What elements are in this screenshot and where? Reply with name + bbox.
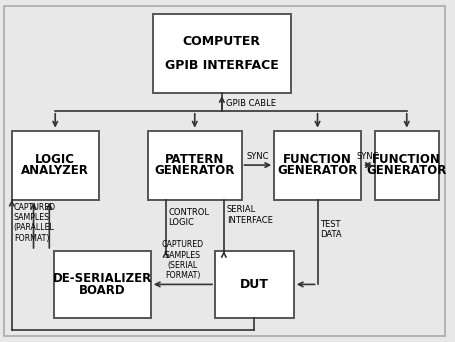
Text: SYNC: SYNC bbox=[357, 152, 379, 161]
Text: CAPTURED
SAMPLES
(SERIAL
FORMAT): CAPTURED SAMPLES (SERIAL FORMAT) bbox=[162, 240, 204, 280]
Text: GPIB INTERFACE: GPIB INTERFACE bbox=[165, 59, 279, 72]
Text: SYNC: SYNC bbox=[247, 152, 269, 161]
Text: BOARD: BOARD bbox=[79, 284, 126, 297]
Text: TEST
DATA: TEST DATA bbox=[320, 220, 342, 239]
Bar bbox=[215, 251, 294, 318]
Text: GENERATOR: GENERATOR bbox=[367, 164, 447, 177]
Text: DE-SERIALIZER: DE-SERIALIZER bbox=[53, 272, 152, 285]
Text: FUNCTION: FUNCTION bbox=[283, 153, 352, 166]
Bar bbox=[148, 131, 242, 200]
Bar bbox=[274, 131, 361, 200]
Text: CAPTURED
SAMPLES
(PARALLEL
FORMAT): CAPTURED SAMPLES (PARALLEL FORMAT) bbox=[14, 202, 56, 243]
Text: COMPUTER: COMPUTER bbox=[183, 35, 261, 48]
Bar bbox=[375, 131, 439, 200]
Text: SERIAL
INTERFACE: SERIAL INTERFACE bbox=[227, 205, 273, 225]
Text: CONTROL
LOGIC: CONTROL LOGIC bbox=[169, 208, 210, 227]
Text: GENERATOR: GENERATOR bbox=[278, 164, 358, 177]
Text: GPIB CABLE: GPIB CABLE bbox=[226, 99, 276, 108]
Bar bbox=[54, 251, 151, 318]
Text: PATTERN: PATTERN bbox=[165, 153, 224, 166]
Text: DUT: DUT bbox=[240, 278, 269, 291]
Text: FUNCTION: FUNCTION bbox=[372, 153, 441, 166]
Text: ANALYZER: ANALYZER bbox=[21, 164, 89, 177]
Bar bbox=[12, 131, 99, 200]
Text: GENERATOR: GENERATOR bbox=[155, 164, 235, 177]
Text: LOGIC: LOGIC bbox=[35, 153, 75, 166]
Bar bbox=[153, 14, 291, 93]
